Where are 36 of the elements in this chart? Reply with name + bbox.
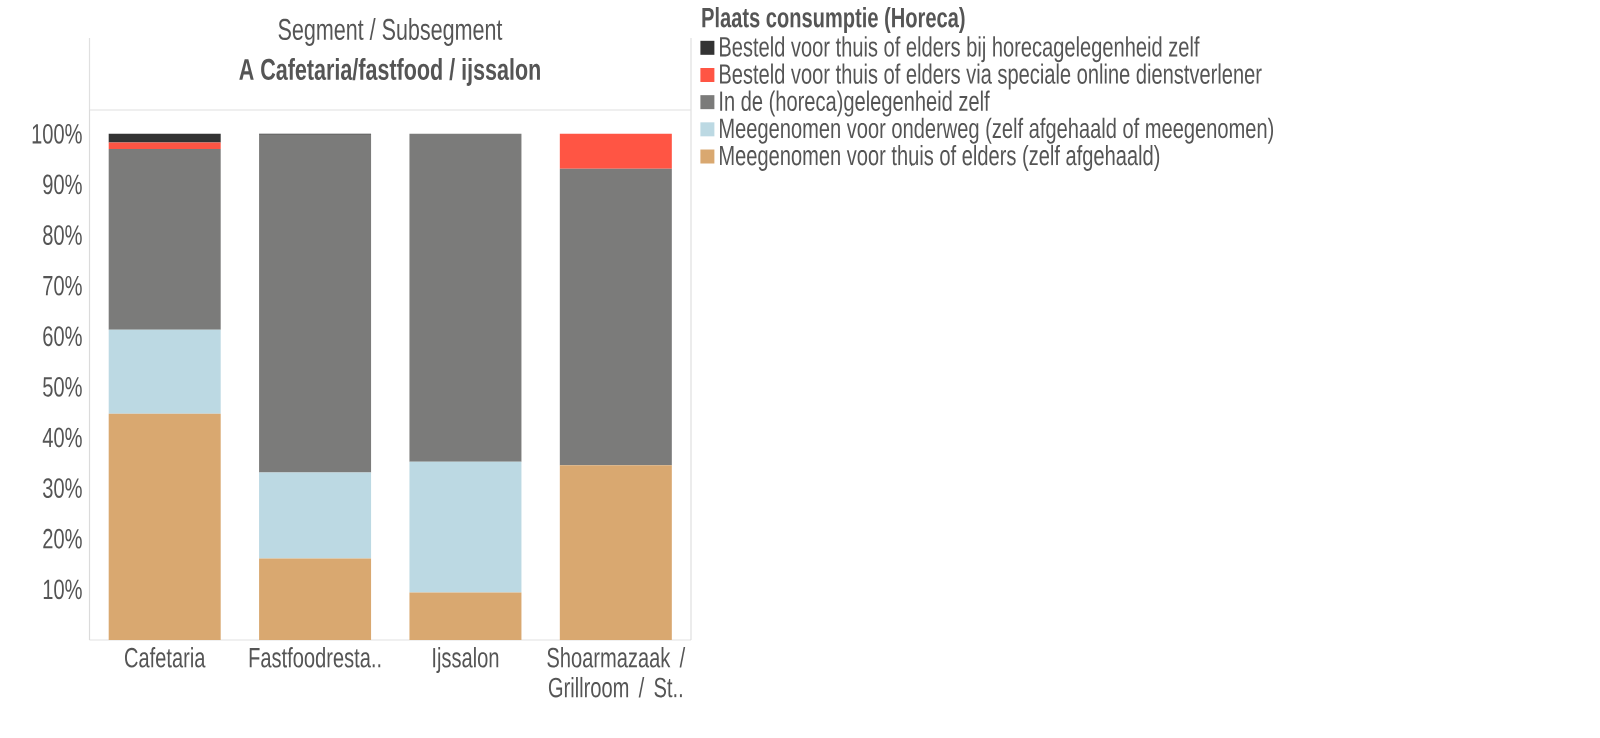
- bar: [559, 133, 672, 169]
- legend-label: Meegenomen voor thuis of elders (zelf afgehaald): [720, 144, 1160, 171]
- legend-label: Besteld voor thuis of elders via speciale online dienstverlener: [720, 63, 1262, 90]
- legend-label: Besteld voor thuis of elders bij horecagelegenheid zelf: [720, 36, 1200, 63]
- y-tick-label: 60%: [43, 326, 82, 347]
- y-tick-label: 20%: [43, 528, 82, 549]
- legend-title: Plaats consumptie (Horeca): [702, 6, 965, 33]
- bar: [409, 461, 522, 593]
- bar: [108, 329, 221, 414]
- bar: [108, 142, 221, 149]
- y-tick-label: 80%: [43, 225, 82, 245]
- x-tick-label: Shoarmazaak / Grillroom / St..: [547, 647, 686, 698]
- legend-label: Meegenomen voor onderweg (zelf afgehaald of meegenomen): [720, 117, 1274, 144]
- chart-title: Segment / Subsegment: [278, 18, 503, 46]
- y-tick-label: 40%: [42, 427, 82, 448]
- y-tick-label: 30%: [43, 478, 82, 499]
- x-tick-label: Fastfoodresta..: [249, 647, 381, 668]
- y-tick-label: 10%: [43, 579, 82, 600]
- y-tick-label: 70%: [43, 275, 82, 296]
- x-tick-label: Cafetaria: [124, 647, 206, 668]
- bar: [108, 413, 221, 640]
- chart-subtitle: A Cafetaria/fastfood / ijssalon: [239, 58, 540, 86]
- bar: [259, 472, 372, 559]
- bar: [259, 134, 372, 473]
- y-tick-label: 90%: [43, 174, 82, 195]
- x-tick-label: Ijssalon: [433, 647, 499, 674]
- y-tick-label: 100%: [32, 123, 82, 144]
- bar: [409, 133, 522, 462]
- legend-label: In de (horeca)gelegenheid zelf: [720, 90, 990, 117]
- bar: [559, 168, 672, 466]
- bar: [259, 558, 372, 640]
- bar: [108, 148, 221, 330]
- bar: [409, 592, 522, 640]
- bar: [108, 133, 221, 143]
- y-tick-label: 50%: [43, 377, 82, 397]
- bar: [559, 465, 672, 640]
